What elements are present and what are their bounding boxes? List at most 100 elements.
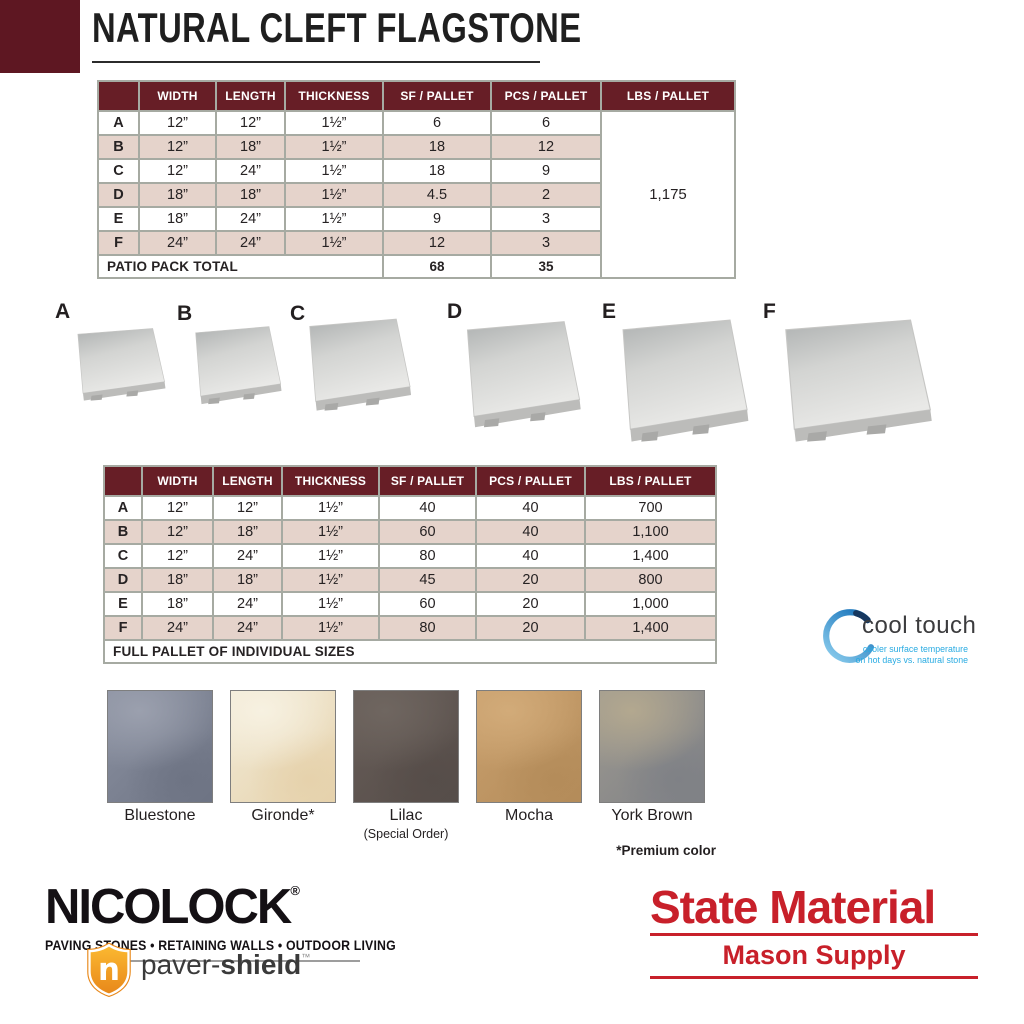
cell-lbs: 1,400	[584, 543, 717, 569]
cell-sf: 45	[378, 567, 477, 593]
cell-thickness: 1½”	[281, 543, 380, 569]
cell-label: B	[97, 134, 140, 160]
cell-sf: 18	[382, 158, 492, 184]
column-header: LENGTH	[212, 465, 283, 497]
cell-pcs: 9	[490, 158, 602, 184]
cell-length: 24”	[215, 158, 286, 184]
table-row: D 18” 18” 1½” 4.5 2	[97, 182, 735, 208]
cell-width: 12”	[141, 519, 214, 545]
column-header: THICKNESS	[284, 80, 384, 112]
cool-touch-wordmark: cool touch	[862, 612, 977, 639]
cell-width: 12”	[138, 134, 217, 160]
flagstone-illustration	[785, 319, 932, 442]
nicolock-brand-text: NICOLOCK	[45, 880, 292, 934]
cell-sf: 9	[382, 206, 492, 232]
cell-thickness: 1½”	[284, 134, 384, 160]
flagstone-illustration	[309, 318, 412, 411]
column-header: THICKNESS	[281, 465, 380, 497]
cell-label: F	[103, 615, 143, 641]
cell-sf: 12	[382, 230, 492, 256]
cell-sf: 40	[378, 495, 477, 521]
state-material-rule-top	[650, 933, 978, 936]
cell-length: 24”	[215, 206, 286, 232]
cell-pcs: 20	[475, 615, 586, 641]
cell-width: 24”	[141, 615, 214, 641]
cell-sf: 60	[378, 519, 477, 545]
cell-thickness: 1½”	[281, 591, 380, 617]
cell-width: 18”	[138, 206, 217, 232]
cool-touch-arc-icon	[823, 609, 875, 663]
cell-width: 18”	[141, 567, 214, 593]
state-material-rule-bottom	[650, 976, 978, 979]
cell-thickness: 1½”	[284, 158, 384, 184]
cell-lbs: 800	[584, 567, 717, 593]
table-row: A 12” 12” 1½” 40 40 700	[103, 495, 717, 521]
cell-pcs: 6	[490, 110, 602, 136]
state-material-logo: State Material Mason Supply	[650, 884, 978, 979]
table-row: A 12” 12” 1½” 6 6 1,175	[97, 110, 736, 279]
cell-thickness: 1½”	[281, 567, 380, 593]
column-header	[103, 465, 143, 497]
cell-width: 18”	[138, 182, 217, 208]
cell-width: 24”	[138, 230, 217, 256]
column-header: SF / PALLET	[378, 465, 477, 497]
title-underline	[92, 61, 540, 63]
nicolock-divider-line	[88, 960, 360, 962]
cell-pcs: 20	[475, 567, 586, 593]
flagstone-illustration	[77, 328, 166, 401]
footer-sf: 68	[382, 254, 492, 279]
trademark-mark: ™	[301, 952, 311, 962]
column-header: PCS / PALLET	[490, 80, 602, 112]
column-header: PCS / PALLET	[475, 465, 586, 497]
footer-pcs: 35	[490, 254, 602, 279]
table-row: C 12” 24” 1½” 18 9	[97, 158, 735, 184]
state-material-wordmark: State Material	[650, 881, 936, 933]
cell-lbs: 1,400	[584, 615, 717, 641]
flagstone-illustration	[466, 321, 581, 428]
cool-touch-tagline: cooler surface temperature on hot days v…	[838, 644, 968, 665]
cell-sf: 80	[378, 543, 477, 569]
paver-shield-icon: n	[87, 942, 131, 997]
shield-text: shield	[220, 949, 302, 980]
cell-length: 18”	[215, 134, 286, 160]
table-row: B 12” 18” 1½” 60 40 1,100	[103, 519, 717, 545]
cell-pcs: 40	[475, 543, 586, 569]
cell-pcs: 40	[475, 495, 586, 521]
cell-length: 18”	[212, 567, 283, 593]
footer-label: PATIO PACK TOTAL	[97, 254, 384, 279]
cell-label: D	[103, 567, 143, 593]
flagstone-illustration	[622, 319, 749, 442]
patio-pack-table: WIDTH LENGTH THICKNESS SF / PALLET PCS / PAL…	[97, 80, 736, 279]
cell-label: C	[97, 158, 140, 184]
column-header: LBS / PALLET	[600, 80, 736, 112]
column-header: LENGTH	[215, 80, 286, 112]
cool-touch-tagline-line1: cooler surface temperature	[862, 644, 968, 654]
swatch-gironde	[230, 690, 336, 803]
cell-pcs: 12	[490, 134, 602, 160]
cell-thickness: 1½”	[284, 230, 384, 256]
table-row: B 12” 18” 1½” 18 12	[97, 134, 735, 160]
column-header: WIDTH	[141, 465, 214, 497]
flagstone-illustration	[195, 326, 282, 405]
cell-sf: 80	[378, 615, 477, 641]
swatch-york-brown	[599, 690, 705, 803]
table-row: C 12” 24” 1½” 80 40 1,400	[103, 543, 717, 569]
footer-row: PATIO PACK TOTAL 68 35	[97, 254, 735, 279]
cell-length: 24”	[212, 543, 283, 569]
cell-thickness: 1½”	[281, 519, 380, 545]
column-header: WIDTH	[138, 80, 217, 112]
table-row: D 18” 18” 1½” 45 20 800	[103, 567, 717, 593]
header-row: WIDTH LENGTH THICKNESS SF / PALLET PCS / PAL…	[103, 465, 717, 497]
cell-label: B	[103, 519, 143, 545]
cell-thickness: 1½”	[281, 615, 380, 641]
cell-width: 12”	[138, 110, 217, 136]
cell-pcs: 3	[490, 230, 602, 256]
cell-length: 12”	[212, 495, 283, 521]
swatch-name: Gironde*	[251, 807, 315, 824]
cell-width: 18”	[141, 591, 214, 617]
swatch-name: Bluestone	[124, 807, 196, 824]
swatch-bluestone	[107, 690, 213, 803]
cell-label: F	[97, 230, 140, 256]
brand-color-block	[0, 0, 80, 73]
cell-thickness: 1½”	[284, 110, 384, 136]
